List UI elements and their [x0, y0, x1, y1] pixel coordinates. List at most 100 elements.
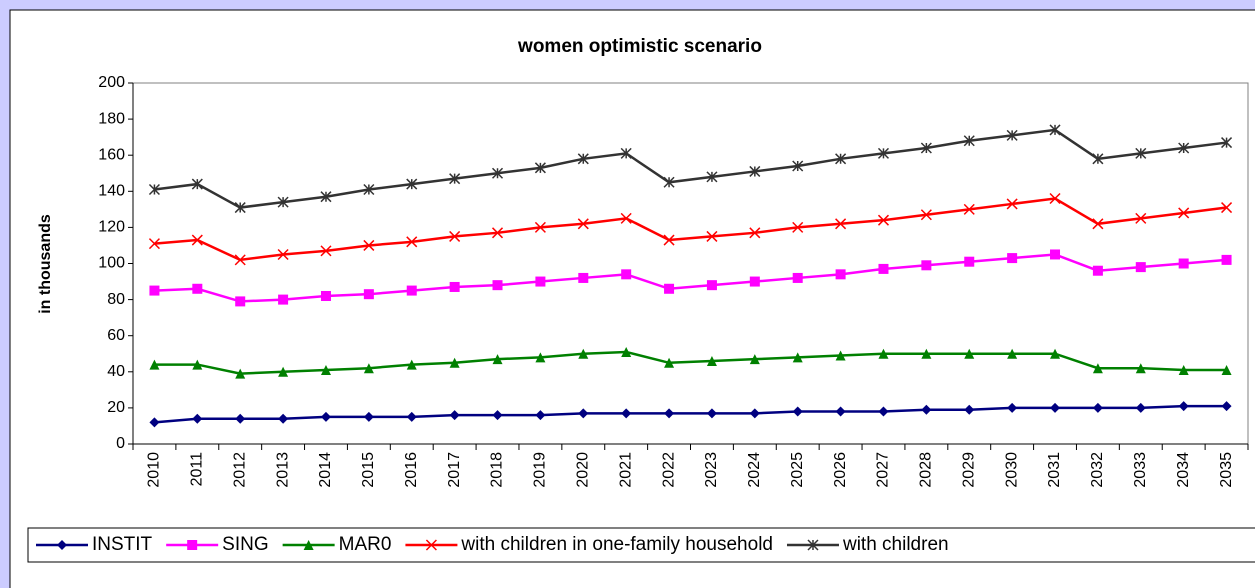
y-tick-label: 180: [98, 110, 125, 127]
legend-box: [27, 527, 1255, 563]
marker: [1007, 348, 1018, 359]
y-tick-label: 60: [107, 327, 125, 344]
legend-label: with children: [842, 534, 949, 555]
marker: [1007, 253, 1018, 264]
marker: [192, 283, 203, 294]
series-line: [154, 197, 1227, 262]
marker: [363, 411, 374, 422]
marker: [792, 160, 804, 172]
marker: [577, 218, 589, 230]
chart-title: women optimistic scenario: [517, 36, 762, 57]
x-tick-label: 2022: [660, 452, 677, 488]
x-tick-label: 2017: [446, 452, 463, 488]
marker: [878, 406, 889, 417]
marker: [749, 354, 760, 365]
marker: [663, 234, 675, 246]
y-tick-label: 40: [107, 363, 125, 380]
marker: [191, 234, 203, 246]
marker: [149, 359, 160, 370]
marker: [1050, 348, 1061, 359]
chart-area: [9, 9, 1255, 588]
series-line: [154, 253, 1227, 303]
marker: [148, 238, 160, 250]
marker: [621, 269, 632, 280]
y-tick-label: 0: [116, 435, 125, 452]
series-line: [154, 350, 1227, 375]
marker: [277, 248, 289, 261]
marker: [449, 173, 461, 185]
marker: [1221, 401, 1232, 412]
y-tick-label: 120: [98, 219, 125, 236]
marker: [835, 218, 847, 230]
marker: [577, 153, 589, 165]
marker: [1050, 249, 1061, 260]
marker: [234, 254, 246, 266]
marker: [406, 411, 417, 422]
marker: [320, 191, 332, 203]
marker: [491, 167, 504, 179]
marker: [920, 209, 932, 221]
marker: [921, 260, 932, 271]
x-tick-label: 2013: [274, 452, 291, 488]
marker: [706, 171, 718, 183]
legend-label: SING: [222, 534, 268, 555]
marker: [807, 539, 819, 551]
x-tick-label: 2021: [617, 452, 634, 488]
marker: [877, 147, 890, 159]
legend-label: MAR0: [339, 534, 392, 555]
y-axis-label: in thousands: [37, 214, 54, 314]
marker: [535, 352, 546, 363]
marker: [235, 368, 246, 379]
marker: [1049, 192, 1061, 205]
x-tick-label: 2026: [832, 452, 849, 488]
marker: [1007, 402, 1018, 413]
marker: [578, 272, 589, 283]
marker: [320, 411, 331, 422]
marker: [963, 203, 975, 215]
marker: [187, 540, 198, 550]
legend: INSTIT SING MAR0 with children in one-famil…: [27, 527, 1255, 563]
marker: [963, 135, 975, 147]
marker: [1092, 402, 1103, 413]
x-tick-label: 2016: [403, 452, 420, 488]
marker: [964, 404, 975, 415]
marker: [491, 227, 504, 239]
marker: [449, 230, 461, 242]
marker: [1221, 364, 1232, 375]
marker: [1006, 129, 1018, 141]
y-tick-label: 200: [98, 74, 125, 91]
marker: [749, 276, 760, 287]
marker: [149, 417, 160, 428]
marker: [835, 406, 846, 417]
marker: [1221, 254, 1232, 265]
marker: [1135, 147, 1147, 159]
x-tick-label: 2035: [1218, 452, 1235, 488]
marker: [706, 280, 717, 291]
marker: [303, 540, 314, 550]
marker: [920, 142, 932, 154]
marker: [878, 348, 889, 359]
x-tick-label: 2033: [1132, 452, 1149, 488]
x-tick-label: 2010: [146, 452, 163, 488]
marker: [449, 410, 460, 421]
marker: [921, 348, 932, 359]
marker: [191, 178, 203, 190]
marker: [492, 410, 503, 421]
marker: [425, 539, 437, 551]
marker: [621, 408, 632, 419]
marker: [363, 183, 375, 196]
marker: [320, 364, 331, 375]
marker: [706, 230, 718, 242]
y-tick-label: 140: [98, 183, 125, 200]
y-tick-label: 80: [107, 291, 125, 308]
marker: [964, 256, 975, 267]
marker: [1135, 402, 1146, 413]
marker: [406, 285, 417, 296]
x-tick-label: 2014: [317, 452, 334, 488]
x-tick-label: 2029: [960, 452, 977, 488]
marker: [1135, 212, 1147, 224]
marker: [621, 346, 632, 357]
x-tick-label: 2024: [746, 452, 763, 488]
marker: [492, 280, 503, 291]
y-tick-label: 100: [98, 255, 125, 272]
